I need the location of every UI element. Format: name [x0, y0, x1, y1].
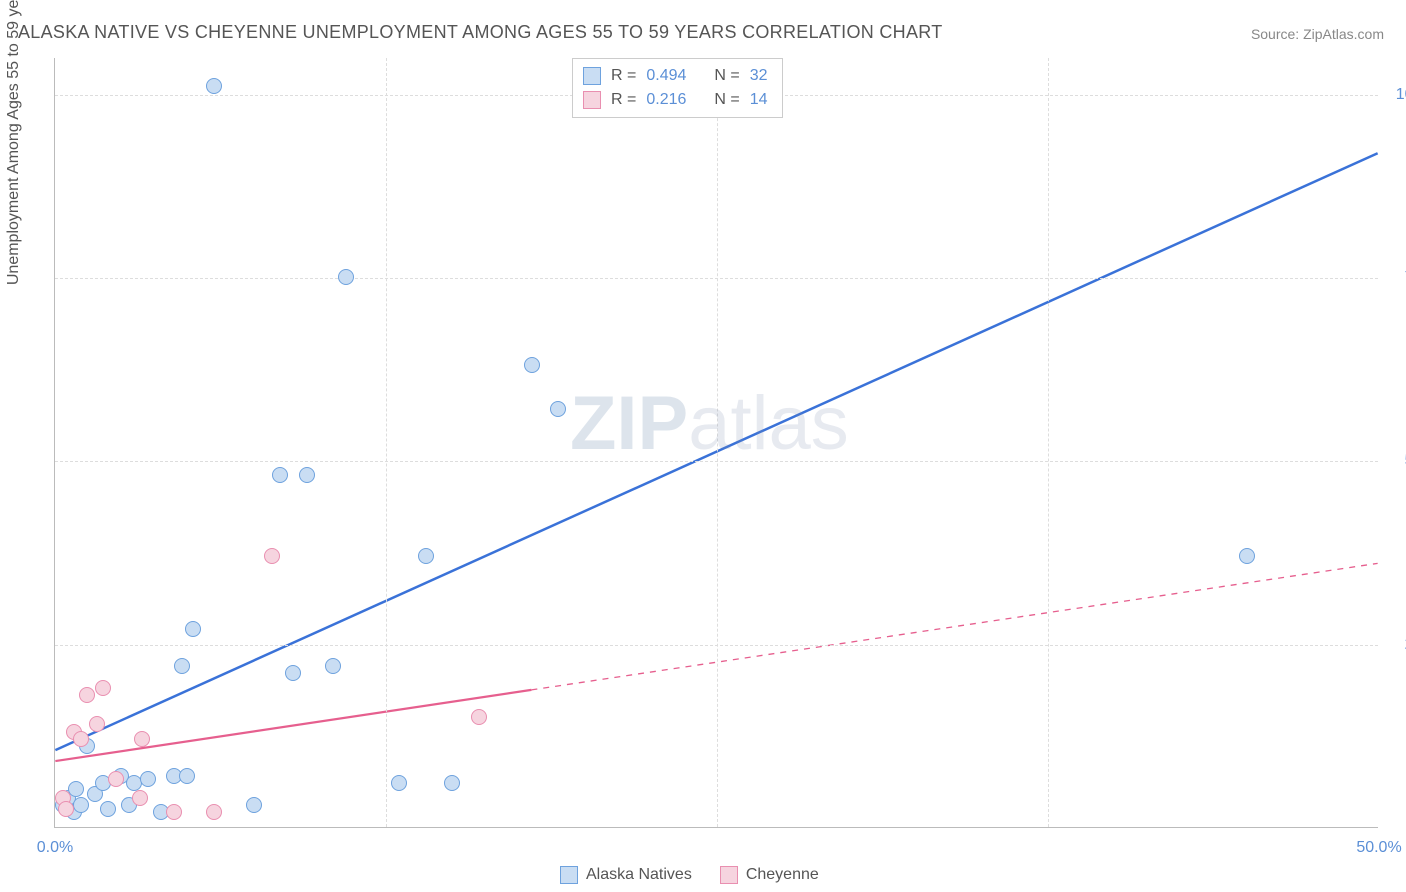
data-point	[140, 771, 156, 787]
data-point	[89, 716, 105, 732]
data-point	[272, 467, 288, 483]
data-point	[174, 658, 190, 674]
legend-bottom: Alaska Natives Cheyenne	[560, 866, 819, 884]
stat-r-label: R =	[611, 67, 636, 85]
trend-line-dashed	[531, 563, 1377, 690]
data-point	[418, 548, 434, 564]
chart-title: ALASKA NATIVE VS CHEYENNE UNEMPLOYMENT A…	[18, 22, 943, 43]
data-point	[471, 709, 487, 725]
gridline-vertical	[1048, 58, 1049, 827]
data-point	[338, 269, 354, 285]
series-swatch	[583, 67, 601, 85]
data-point	[95, 680, 111, 696]
stats-legend-box: R = 0.494 N = 32 R = 0.216 N = 14	[572, 58, 783, 118]
legend-label: Cheyenne	[746, 866, 819, 884]
stat-n-label: N =	[714, 67, 739, 85]
y-tick-label: 100.0%	[1396, 86, 1406, 104]
data-point	[1239, 548, 1255, 564]
data-point	[179, 768, 195, 784]
data-point	[550, 401, 566, 417]
data-point	[391, 775, 407, 791]
plot-area: 25.0%50.0%75.0%100.0%0.0%50.0%	[54, 58, 1378, 828]
x-tick-label: 0.0%	[37, 839, 73, 857]
data-point	[185, 621, 201, 637]
stats-row: R = 0.216 N = 14	[583, 88, 768, 112]
trend-line	[55, 690, 531, 761]
data-point	[264, 548, 280, 564]
data-point	[73, 797, 89, 813]
data-point	[444, 775, 460, 791]
series-swatch	[583, 91, 601, 109]
source-attribution: Source: ZipAtlas.com	[1251, 26, 1384, 42]
x-tick-label: 50.0%	[1356, 839, 1401, 857]
stat-r-value: 0.216	[646, 91, 686, 109]
stats-row: R = 0.494 N = 32	[583, 64, 768, 88]
stat-n-value: 32	[750, 67, 768, 85]
data-point	[285, 665, 301, 681]
stat-r-label: R =	[611, 91, 636, 109]
stat-r-value: 0.494	[646, 67, 686, 85]
data-point	[58, 801, 74, 817]
data-point	[100, 801, 116, 817]
legend-item: Cheyenne	[720, 866, 819, 884]
data-point	[325, 658, 341, 674]
legend-label: Alaska Natives	[586, 866, 692, 884]
gridline-vertical	[717, 58, 718, 827]
stat-n-value: 14	[750, 91, 768, 109]
data-point	[134, 731, 150, 747]
data-point	[246, 797, 262, 813]
data-point	[524, 357, 540, 373]
legend-swatch	[720, 866, 738, 884]
gridline-vertical	[386, 58, 387, 827]
data-point	[206, 78, 222, 94]
legend-item: Alaska Natives	[560, 866, 692, 884]
y-axis-title: Unemployment Among Ages 55 to 59 years	[5, 0, 23, 285]
data-point	[79, 687, 95, 703]
data-point	[166, 804, 182, 820]
stat-n-label: N =	[714, 91, 739, 109]
data-point	[206, 804, 222, 820]
data-point	[132, 790, 148, 806]
data-point	[73, 731, 89, 747]
data-point	[299, 467, 315, 483]
data-point	[108, 771, 124, 787]
legend-swatch	[560, 866, 578, 884]
